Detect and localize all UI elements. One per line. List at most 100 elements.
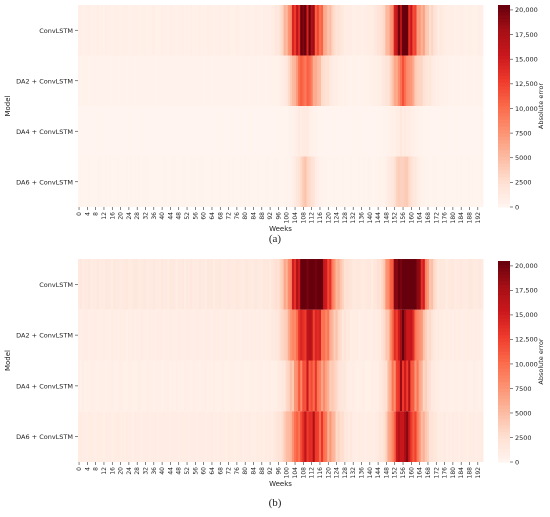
- heatmap-cell: [225, 259, 228, 310]
- heatmap-cell: [298, 360, 301, 412]
- heatmap-cell: [150, 309, 154, 361]
- heatmap-cell: [248, 106, 251, 157]
- heatmap-cell: [217, 55, 220, 106]
- heatmap-cell: [252, 360, 255, 412]
- heatmap-cell: [117, 411, 120, 462]
- heatmap-cell: [414, 259, 417, 310]
- heatmap-cell: [260, 55, 264, 106]
- heatmap-cell: [435, 106, 438, 157]
- heatmap-cell: [377, 156, 380, 207]
- heatmap-cell: [267, 259, 270, 310]
- colorbar-segment: [498, 55, 510, 60]
- heatmap-cell: [250, 309, 253, 361]
- colorbar-segment: [498, 351, 510, 356]
- heatmap-cell: [383, 5, 386, 56]
- heatmap-cell: [248, 309, 251, 361]
- heatmap-cell: [152, 156, 156, 207]
- heatmap-cell: [142, 156, 145, 207]
- heatmap-cell: [256, 55, 260, 106]
- heatmap-cell: [414, 360, 417, 412]
- heatmap-cell: [404, 106, 407, 157]
- heatmap-cell: [441, 106, 444, 157]
- heatmap-cell: [267, 156, 270, 207]
- heatmap-cell: [300, 156, 303, 207]
- heatmap-cell: [298, 55, 301, 106]
- heatmap-cell: [240, 156, 243, 207]
- heatmap-cell: [302, 411, 305, 462]
- heatmap-cell: [462, 411, 465, 462]
- heatmap-cell: [121, 55, 125, 106]
- heatmap-cell: [181, 309, 185, 361]
- colorbar-segment: [498, 358, 510, 362]
- heatmap-cell: [308, 259, 312, 310]
- heatmap-cell: [460, 156, 463, 207]
- heatmap-cell: [291, 55, 295, 106]
- heatmap-cell: [217, 309, 220, 361]
- heatmap-cell: [148, 259, 152, 310]
- heatmap-cell: [287, 55, 291, 106]
- colorbar-segment: [498, 311, 510, 315]
- heatmap-cell: [100, 259, 104, 310]
- heatmap-cell: [387, 360, 390, 412]
- heatmap-cell: [248, 156, 251, 207]
- heatmap-cell: [323, 55, 326, 106]
- heatmap-cell: [186, 55, 189, 106]
- heatmap-cell: [458, 156, 461, 207]
- heatmap-cell: [92, 55, 96, 106]
- heatmap-cell: [186, 156, 189, 207]
- heatmap-cell: [314, 309, 318, 361]
- heatmap-cell: [404, 259, 407, 310]
- heatmap-cell: [345, 259, 349, 310]
- y-tick-label: DA4 + ConvLSTM: [16, 128, 73, 136]
- heatmap-cell: [237, 106, 241, 157]
- colorbar: 025005000750010,00012,50015,00017,50020,…: [498, 5, 545, 211]
- heatmap-cell: [352, 55, 355, 106]
- heatmap-cell: [412, 259, 415, 310]
- heatmap-cell: [443, 411, 447, 462]
- heatmap-cell: [273, 106, 276, 157]
- heatmap-cell: [186, 309, 189, 361]
- heatmap-cell: [433, 106, 436, 157]
- heatmap-cell: [277, 156, 280, 207]
- heatmap-cell: [451, 411, 455, 462]
- colorbar-segment: [498, 408, 510, 413]
- heatmap-cell: [283, 411, 287, 462]
- heatmap-cell: [312, 360, 316, 412]
- heatmap-cell: [146, 106, 150, 157]
- heatmap-cell: [163, 5, 166, 56]
- heatmap-cell: [385, 5, 388, 56]
- heatmap-cell: [256, 156, 260, 207]
- heatmap-cell: [80, 259, 83, 310]
- heatmap-cell: [183, 156, 187, 207]
- heatmap-cell: [279, 309, 282, 361]
- heatmap-cell: [111, 156, 114, 207]
- heatmap-cell: [472, 411, 476, 462]
- heatmap-cell: [198, 360, 201, 412]
- heatmap-cell: [431, 5, 434, 56]
- heatmap-cell: [318, 309, 322, 361]
- heatmap-cell: [223, 5, 226, 56]
- heatmap-cell: [231, 309, 235, 361]
- heatmap-cell: [441, 360, 444, 412]
- heatmap-cell: [416, 360, 420, 412]
- heatmap-cell: [300, 55, 303, 106]
- heatmap-cell: [159, 5, 162, 56]
- heatmap-cell: [397, 156, 401, 207]
- heatmap-cell: [437, 106, 440, 157]
- x-tick-label: 176: [442, 467, 449, 479]
- heatmap-cell: [146, 309, 150, 361]
- x-tick-label: 56: [192, 212, 199, 220]
- colorbar-segment: [498, 378, 510, 382]
- heatmap-cell: [237, 5, 241, 56]
- heatmap-cell: [339, 5, 343, 56]
- heatmap-cell: [192, 360, 195, 412]
- heatmap-cell: [379, 106, 382, 157]
- heatmap-cell: [159, 411, 162, 462]
- colorbar-segment: [498, 116, 510, 120]
- heatmap-cell: [88, 360, 91, 412]
- heatmap-cell: [464, 360, 467, 412]
- heatmap-cell: [372, 259, 376, 310]
- colorbar-segment: [498, 338, 510, 342]
- heatmap-cell: [102, 156, 106, 207]
- colorbar-segment: [498, 274, 510, 279]
